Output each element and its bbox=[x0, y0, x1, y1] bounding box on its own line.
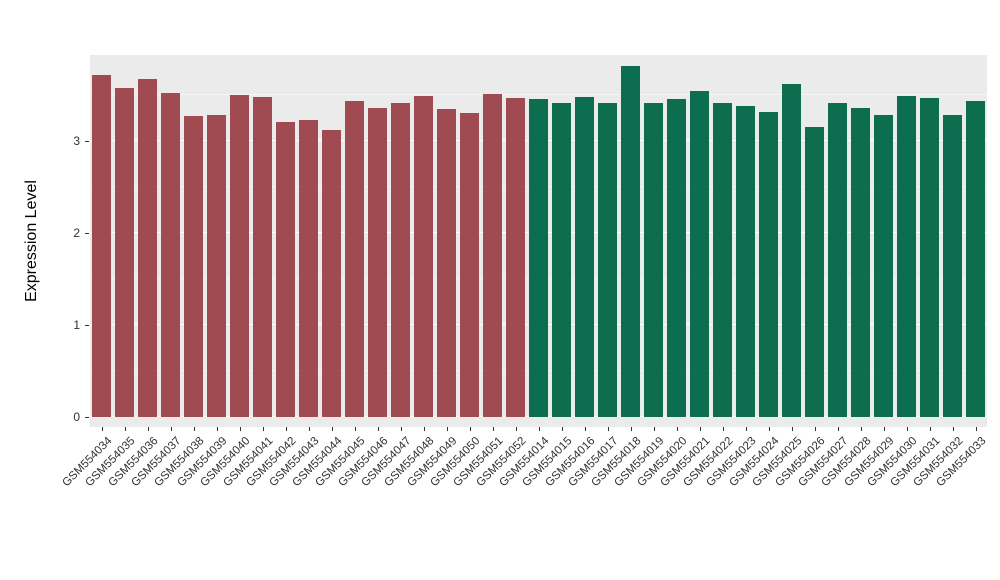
x-tick-mark bbox=[285, 427, 287, 431]
x-tick-mark bbox=[170, 427, 172, 431]
y-tick-mark bbox=[85, 325, 89, 327]
y-tick-label: 0 bbox=[73, 410, 80, 424]
x-tick-mark bbox=[906, 427, 908, 431]
x-tick-mark bbox=[929, 427, 931, 431]
x-tick-mark bbox=[607, 427, 609, 431]
x-tick-mark bbox=[423, 427, 425, 431]
bar bbox=[874, 114, 893, 417]
bar bbox=[138, 78, 157, 417]
bar bbox=[897, 96, 916, 417]
x-tick-mark bbox=[193, 427, 195, 431]
bar bbox=[437, 108, 456, 417]
x-tick-mark bbox=[952, 427, 954, 431]
bar bbox=[667, 98, 686, 417]
x-tick-mark bbox=[446, 427, 448, 431]
y-tick-label: 2 bbox=[73, 226, 80, 241]
bar bbox=[483, 94, 502, 417]
bar bbox=[184, 116, 203, 417]
x-tick-mark bbox=[745, 427, 747, 431]
x-tick-mark bbox=[768, 427, 770, 431]
bar bbox=[598, 102, 617, 417]
x-tick-mark bbox=[538, 427, 540, 431]
bar bbox=[759, 111, 778, 417]
x-tick-mark bbox=[400, 427, 402, 431]
gridline-minor bbox=[90, 94, 987, 96]
x-tick-mark bbox=[860, 427, 862, 431]
y-axis-title: Expression Level bbox=[23, 180, 40, 302]
bar bbox=[161, 93, 180, 417]
bar bbox=[828, 103, 847, 417]
bar bbox=[805, 127, 824, 417]
x-tick-mark bbox=[791, 427, 793, 431]
y-tick-mark bbox=[85, 233, 89, 235]
x-tick-mark bbox=[331, 427, 333, 431]
x-tick-mark bbox=[377, 427, 379, 431]
bar bbox=[621, 65, 640, 417]
bar bbox=[920, 97, 939, 417]
x-tick-mark bbox=[147, 427, 149, 431]
bar bbox=[460, 112, 479, 417]
y-tick-mark bbox=[85, 417, 89, 418]
bar bbox=[690, 90, 709, 417]
bar bbox=[736, 106, 755, 417]
y-tick-label: 3 bbox=[73, 134, 80, 149]
x-tick-mark bbox=[653, 427, 655, 431]
y-tick-label: 1 bbox=[73, 318, 80, 333]
bar bbox=[966, 100, 985, 417]
x-tick-mark bbox=[722, 427, 724, 431]
x-tick-mark bbox=[975, 427, 977, 431]
bar bbox=[230, 95, 249, 417]
bar bbox=[713, 102, 732, 417]
x-tick-mark bbox=[262, 427, 264, 431]
bar bbox=[322, 130, 341, 417]
x-tick-mark bbox=[837, 427, 839, 431]
x-tick-mark bbox=[216, 427, 218, 431]
bar bbox=[575, 97, 594, 417]
x-tick-mark bbox=[239, 427, 241, 431]
bar bbox=[506, 97, 525, 417]
x-tick-mark bbox=[308, 427, 310, 431]
y-tick-mark bbox=[85, 141, 89, 143]
x-tick-mark bbox=[883, 427, 885, 431]
bar bbox=[644, 102, 663, 417]
x-tick-mark bbox=[469, 427, 471, 431]
x-tick-mark bbox=[699, 427, 701, 431]
x-tick-mark bbox=[676, 427, 678, 431]
x-tick-mark bbox=[630, 427, 632, 431]
bar bbox=[782, 84, 801, 417]
bar bbox=[253, 97, 272, 417]
x-tick-mark bbox=[561, 427, 563, 431]
bar bbox=[851, 108, 870, 417]
x-tick-mark bbox=[101, 427, 103, 431]
bar bbox=[391, 102, 410, 417]
bar bbox=[943, 115, 962, 417]
bar bbox=[345, 100, 364, 417]
bar bbox=[368, 108, 387, 417]
x-tick-mark bbox=[492, 427, 494, 431]
x-tick-mark bbox=[354, 427, 356, 431]
plot-panel bbox=[90, 55, 987, 427]
bar bbox=[414, 96, 433, 417]
bar bbox=[529, 98, 548, 417]
bar bbox=[207, 115, 226, 417]
bar bbox=[92, 74, 111, 417]
x-tick-mark bbox=[124, 427, 126, 431]
x-tick-mark bbox=[515, 427, 517, 431]
bar bbox=[115, 87, 134, 417]
bar bbox=[299, 120, 318, 417]
x-tick-mark bbox=[584, 427, 586, 431]
bar bbox=[552, 102, 571, 417]
x-tick-mark bbox=[814, 427, 816, 431]
bar bbox=[276, 121, 295, 417]
